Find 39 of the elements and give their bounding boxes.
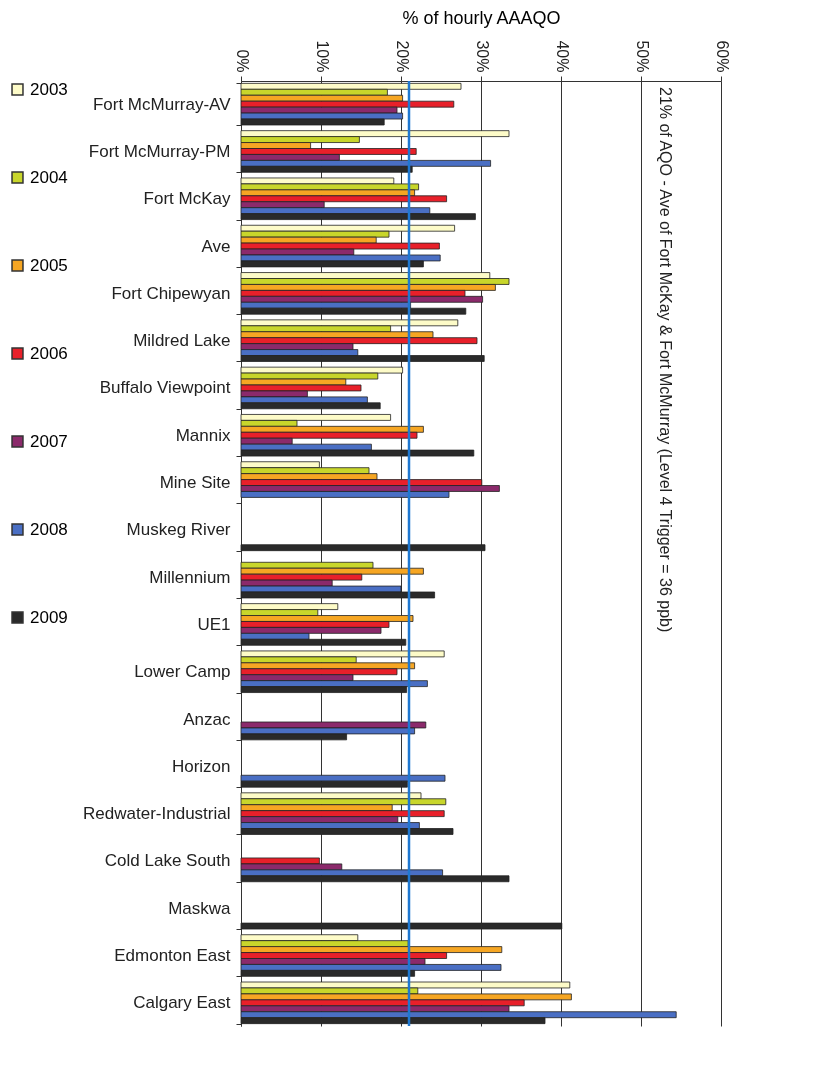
- bar: [240, 650, 445, 658]
- y-tick-label: Mildred Lake: [133, 331, 231, 351]
- y-tick-label: Cold Lake South: [104, 851, 231, 871]
- annotation: 21% of AQO - Ave of Fort McKay & Fort McMurray (Level 4 Trigger = 36 ppb): [657, 87, 674, 633]
- bar: [240, 981, 571, 989]
- y-tick-label: Fort McKay: [143, 189, 231, 209]
- y-tick-label: Fort Chipewyan: [111, 283, 231, 303]
- x-axis-title: % of hourly AAAQO: [402, 8, 561, 29]
- y-tick-label: Buffalo Viewpoint: [99, 378, 231, 398]
- y-tick-label: Muskeg River: [126, 520, 231, 540]
- y-tick-label: Anzac: [183, 709, 231, 729]
- y-tick-label: Redwater-Industrial: [83, 804, 231, 824]
- legend-label: 2008: [30, 519, 68, 539]
- y-tick-label: Maskwa: [168, 898, 232, 918]
- x-tick-label: 10%: [313, 40, 331, 73]
- x-tick-label: 40%: [553, 40, 571, 73]
- y-tick-label: Fort McMurray-PM: [88, 141, 231, 161]
- x-tick-label: 20%: [393, 40, 411, 73]
- y-tick-label: Mannix: [175, 425, 231, 445]
- y-tick-label: UE1: [197, 614, 231, 634]
- y-tick-label: Lower Camp: [134, 662, 231, 682]
- y-tick-label: Ave: [201, 236, 231, 256]
- x-tick-label: 60%: [713, 40, 731, 73]
- y-tick-label: Edmonton East: [114, 946, 231, 966]
- y-tick-label: Fort McMurray-AV: [92, 94, 232, 114]
- x-tick-label: 50%: [633, 40, 651, 73]
- y-tick-label: Mine Site: [159, 473, 231, 493]
- legend-label: 2003: [30, 79, 68, 99]
- bar: [240, 319, 459, 327]
- legend-label: 2009: [30, 607, 68, 627]
- legend-label: 2007: [30, 431, 68, 451]
- y-tick-label: Calgary East: [133, 993, 231, 1013]
- legend-label: 2005: [30, 255, 68, 275]
- x-tick-label: 30%: [473, 40, 491, 73]
- legend-label: 2004: [30, 167, 68, 187]
- x-tick-label: 0%: [233, 49, 251, 73]
- y-tick-label: Millennium: [149, 567, 231, 587]
- legend-label: 2006: [30, 343, 68, 363]
- y-tick-label: Horizon: [171, 756, 231, 776]
